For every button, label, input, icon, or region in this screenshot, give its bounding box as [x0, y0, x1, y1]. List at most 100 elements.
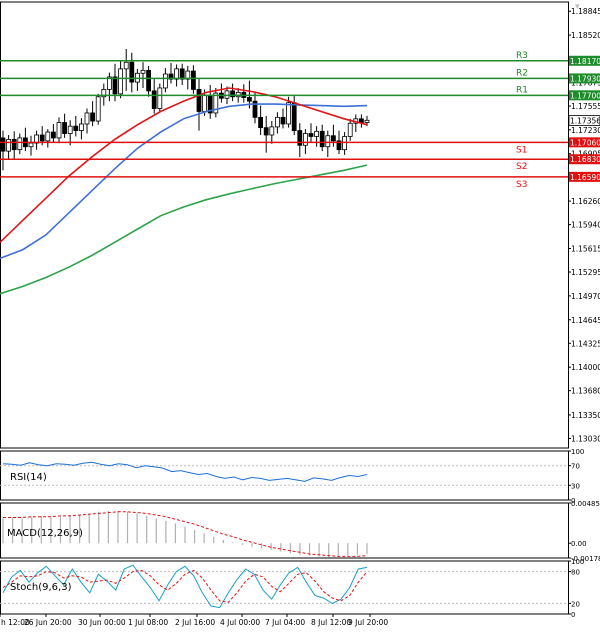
- level-name-s1: S1: [516, 145, 527, 155]
- time-tick-label: 4 Jul 00:00: [220, 618, 260, 627]
- candle-body: [230, 90, 236, 98]
- candle-body: [336, 140, 342, 151]
- candle-body: [84, 112, 90, 125]
- candle-body: [291, 102, 297, 131]
- rsi-label: RSI(14): [10, 472, 47, 483]
- candle-body: [140, 69, 146, 74]
- price-tick-label: 1.14645: [571, 316, 600, 325]
- rsi-panel-frame: [0, 450, 569, 501]
- stoch-main-line: [2, 564, 368, 609]
- candle-body: [11, 139, 17, 151]
- level-price-tag: [569, 137, 600, 148]
- candle-body: [179, 68, 185, 80]
- price-tick-label: 1.18520: [571, 31, 600, 40]
- candle-body: [17, 137, 23, 151]
- candle-body: [62, 122, 67, 134]
- price-tick-label: 1.15295: [571, 268, 600, 277]
- candle-body: [73, 125, 79, 131]
- candle-body: [67, 125, 73, 134]
- price-tick-label: 1.16260: [571, 197, 600, 206]
- candle-body: [56, 122, 62, 139]
- candle-body: [6, 139, 11, 152]
- level-price-tag: [569, 90, 600, 101]
- indicator-tick-label: 80: [571, 569, 580, 577]
- stoch-label: Stoch(9,6,3): [10, 582, 72, 593]
- candle-body: [330, 135, 336, 142]
- candle-body: [319, 130, 325, 148]
- current-price-tag: [568, 115, 600, 126]
- candle-body: [213, 92, 219, 114]
- time-tick-label: 7 Jul 04:00: [265, 618, 305, 627]
- level-name-s2: S2: [516, 162, 527, 172]
- price-tick-label: 1.13350: [571, 411, 600, 420]
- candle-body: [0, 137, 6, 152]
- candle-body: [280, 116, 286, 125]
- candle-body: [107, 76, 112, 90]
- candle-body: [314, 130, 320, 137]
- candle-body: [95, 96, 101, 122]
- time-tick-label: 30 Jun 00:00: [78, 618, 126, 627]
- macd-label: MACD(12,26,9): [7, 528, 83, 539]
- current-price-label: 1.17356: [570, 117, 600, 126]
- candle-body: [202, 94, 208, 112]
- time-tick-label: 8 Jul 12:00: [311, 618, 351, 627]
- price-tick-label: 1.18845: [571, 7, 600, 16]
- level-price-label: 1.18170: [570, 57, 600, 66]
- candle-body: [325, 135, 331, 148]
- level-name-s3: S3: [516, 180, 527, 190]
- indicator-tick-label: -0.001788: [571, 555, 600, 563]
- price-tick-label: 1.17555: [571, 102, 600, 111]
- indicator-tick-label: 100: [571, 448, 584, 456]
- level-price-tag: [569, 171, 600, 182]
- candle-body: [51, 131, 56, 139]
- candle-body: [90, 112, 95, 122]
- indicator-tick-label: 100: [571, 558, 584, 566]
- level-price-label: 1.17060: [570, 138, 600, 147]
- time-tick-label: 9 Jul 20:00: [348, 618, 388, 627]
- time-tick-label: 2 Jul 16:00: [175, 618, 215, 627]
- price-tick-label: 1.16905: [571, 150, 600, 159]
- candle-body: [252, 100, 258, 118]
- candle-body: [157, 87, 163, 109]
- candle-body: [151, 90, 157, 109]
- candle-body: [28, 142, 34, 148]
- candle-body: [79, 123, 84, 131]
- candle-body: [129, 61, 135, 83]
- indicator-tick-label: 0.004858: [571, 500, 600, 508]
- indicator-tick-label: 0.00: [571, 540, 587, 548]
- level-price-label: 1.16590: [570, 173, 600, 182]
- price-tick-label: 1.14970: [571, 292, 600, 301]
- main-panel-frame: [0, 1, 569, 449]
- ma-blue-line: [0, 103, 368, 260]
- candle-body: [190, 70, 196, 90]
- price-tick-label: 1.13680: [571, 387, 600, 396]
- rsi-line: [2, 461, 368, 482]
- price-tick-label: 1.14000: [571, 363, 600, 372]
- candle-body: [297, 130, 303, 146]
- candle-body: [118, 68, 123, 95]
- candle-body: [174, 68, 180, 80]
- candle-body: [302, 133, 308, 146]
- time-tick-label: 1 Jul 08:00: [128, 618, 168, 627]
- indicator-tick-label: 20: [571, 600, 580, 608]
- stoch-signal-line: [2, 569, 368, 603]
- indicator-tick-label: 30: [571, 482, 580, 490]
- candle-body: [196, 89, 202, 112]
- candle-body: [162, 73, 168, 89]
- scroll-arrow-icon: ▾: [575, 2, 580, 12]
- candle-body: [308, 133, 314, 137]
- level-price-tag: [569, 154, 600, 165]
- level-price-tag: [569, 55, 600, 66]
- candle-body: [39, 134, 45, 142]
- candle-body: [246, 97, 252, 102]
- ma-green-line: [0, 164, 368, 295]
- price-tick-label: 1.17230: [571, 126, 600, 135]
- level-name-r3: R3: [516, 51, 528, 61]
- indicator-tick-label: 70: [571, 463, 580, 471]
- level-name-r1: R1: [516, 85, 528, 95]
- level-price-tag: [569, 73, 600, 84]
- candle-body: [364, 119, 370, 123]
- candle-body: [358, 118, 364, 123]
- price-tick-label: 1.14325: [571, 339, 600, 348]
